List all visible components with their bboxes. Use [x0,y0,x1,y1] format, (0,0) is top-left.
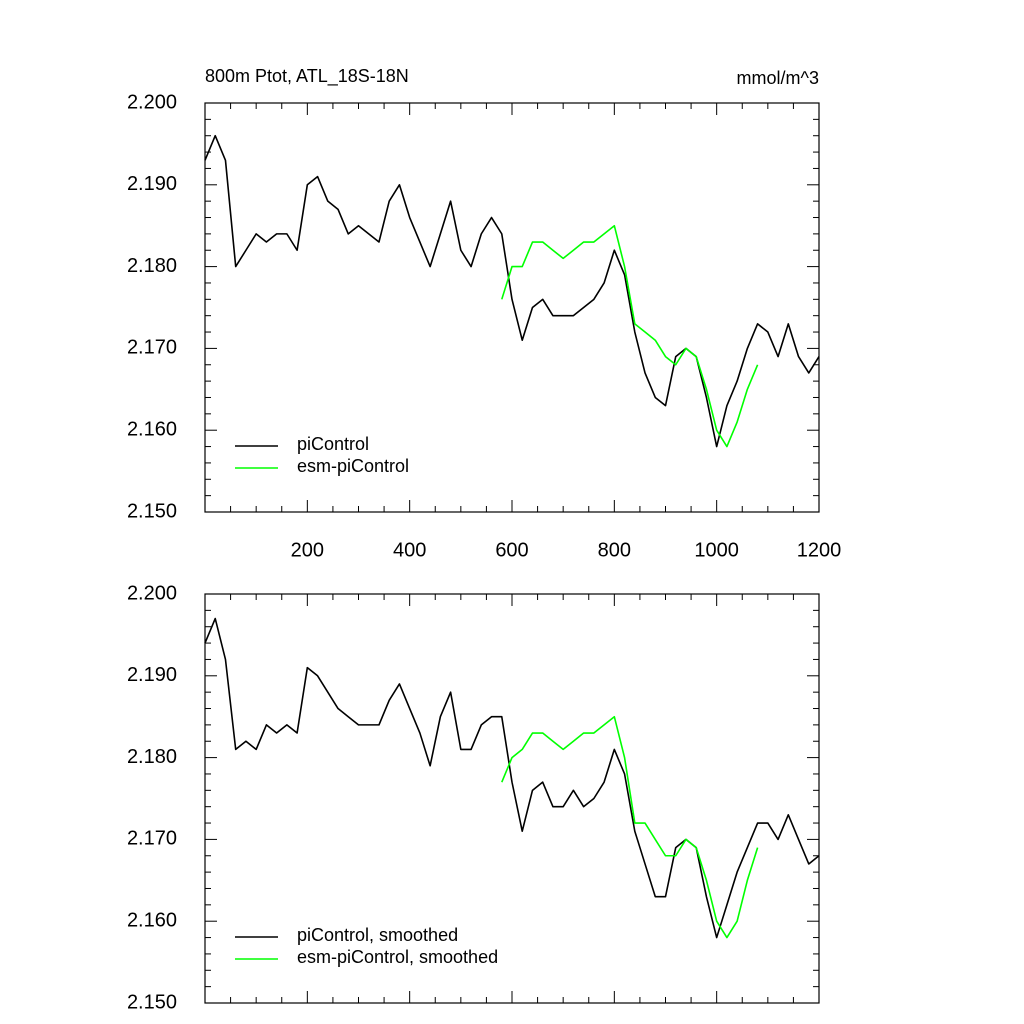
y-tick-label: 2.170 [127,337,177,359]
y-tick-label: 2.200 [127,582,177,604]
data-line [501,224,759,448]
legend-label: esm-piControl [297,456,409,476]
y-tick-label: 2.180 [127,255,177,277]
legend-label: esm-piControl, smoothed [297,947,498,967]
data-line [204,134,820,448]
y-tick-label: 2.190 [127,664,177,686]
legend-label: piControl, smoothed [297,925,458,945]
legend-label: piControl [297,434,369,454]
x-tick-label: 800 [598,539,631,561]
y-tick-label: 2.150 [127,500,177,522]
x-tick-label: 400 [393,539,426,561]
units-label: mmol/m^3 [737,68,819,88]
y-tick-label: 2.160 [127,418,177,440]
x-tick-label: 200 [291,539,324,561]
x-tick-label: 1000 [694,539,739,561]
data-line [204,617,820,939]
y-tick-label: 2.190 [127,173,177,195]
y-tick-label: 2.170 [127,828,177,850]
y-tick-label: 2.160 [127,909,177,931]
y-tick-label: 2.180 [127,746,177,768]
data-line [501,715,759,939]
x-tick-label: 1200 [797,539,842,561]
y-tick-label: 2.200 [127,91,177,113]
x-tick-label: 600 [495,539,528,561]
chart-title: 800m Ptot, ATL_18S-18N [205,66,409,87]
y-tick-label: 2.150 [127,991,177,1013]
